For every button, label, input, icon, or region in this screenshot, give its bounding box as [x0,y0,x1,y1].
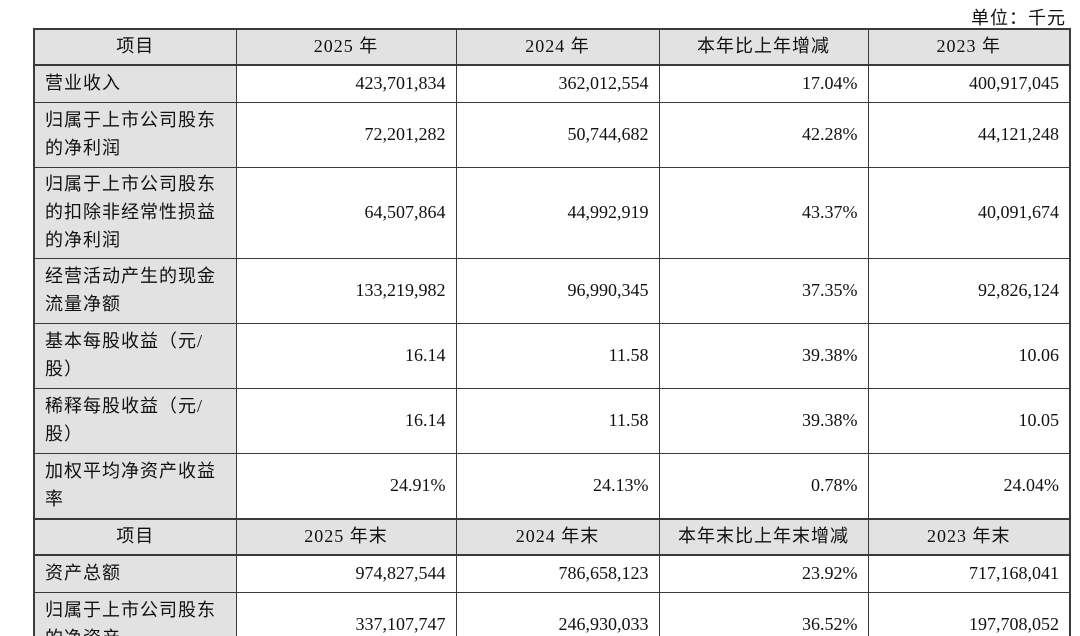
cell-change: 23.92% [658,554,869,593]
cell-2025: 337,107,747 [235,591,457,636]
row-label: 经营活动产生的现金 流量净额 [33,257,237,324]
cell-2025: 974,827,544 [235,554,457,593]
cell-change: 42.28% [658,102,869,168]
header-cell-2024-end: 2024 年末 [455,517,660,556]
cell-2024: 11.58 [455,322,660,389]
table-row-net-assets: 归属于上市公司股东 的净资产 337,107,747 246,930,033 3… [33,591,1071,636]
financial-summary-table: 项目 2025 年 2024 年 本年比上年增减 2023 年 营业收入 423… [33,28,1071,636]
cell-2024: 24.13% [455,452,660,520]
table-header-row-annual: 项目 2025 年 2024 年 本年比上年增减 2023 年 [33,28,1071,66]
row-label: 加权平均净资产收益 率 [33,452,237,520]
cell-change: 37.35% [658,257,869,324]
cell-change: 17.04% [658,64,869,103]
cell-2023: 717,168,041 [867,554,1071,593]
cell-2025: 72,201,282 [235,102,457,168]
header-cell-item: 项目 [33,517,237,556]
header-cell-item: 项目 [33,28,237,66]
table-row-operating-cash-flow: 经营活动产生的现金 流量净额 133,219,982 96,990,345 37… [33,257,1071,324]
cell-2024: 362,012,554 [455,64,660,103]
cell-2025: 423,701,834 [235,64,457,103]
cell-2023: 24.04% [867,452,1071,520]
cell-2023: 400,917,045 [867,64,1071,103]
table-row-revenue: 营业收入 423,701,834 362,012,554 17.04% 400,… [33,64,1071,103]
cell-2024: 786,658,123 [455,554,660,593]
table-row-basic-eps: 基本每股收益（元/ 股） 16.14 11.58 39.38% 10.06 [33,322,1071,389]
header-cell-2023: 2023 年 [867,28,1071,66]
row-label: 归属于上市公司股东 的净资产 [33,591,237,636]
header-cell-change-end: 本年末比上年末增减 [658,517,869,556]
cell-2023: 197,708,052 [867,591,1071,636]
cell-2025: 24.91% [235,452,457,520]
cell-2023: 10.06 [867,322,1071,389]
table-row-diluted-eps: 稀释每股收益（元/ 股） 16.14 11.58 39.38% 10.05 [33,387,1071,454]
row-label: 归属于上市公司股东 的净利润 [33,102,237,168]
cell-2025: 64,507,864 [235,167,457,259]
table-row-weighted-avg-roe: 加权平均净资产收益 率 24.91% 24.13% 0.78% 24.04% [33,452,1071,520]
header-cell-change: 本年比上年增减 [658,28,869,66]
cell-2024: 44,992,919 [455,167,660,259]
cell-change: 39.38% [658,322,869,389]
table-header-row-yearend: 项目 2025 年末 2024 年末 本年末比上年末增减 2023 年末 [33,517,1071,556]
row-label: 资产总额 [33,554,237,593]
cell-2025: 16.14 [235,387,457,454]
header-cell-2025-end: 2025 年末 [235,517,457,556]
row-label: 营业收入 [33,64,237,103]
cell-change: 36.52% [658,591,869,636]
table-row-total-assets: 资产总额 974,827,544 786,658,123 23.92% 717,… [33,554,1071,593]
cell-2023: 92,826,124 [867,257,1071,324]
cell-2024: 96,990,345 [455,257,660,324]
cell-2024: 246,930,033 [455,591,660,636]
cell-2025: 16.14 [235,322,457,389]
table-row-net-profit: 归属于上市公司股东 的净利润 72,201,282 50,744,682 42.… [33,102,1071,168]
cell-change: 43.37% [658,167,869,259]
header-cell-2024: 2024 年 [455,28,660,66]
cell-2023: 10.05 [867,387,1071,454]
row-label: 稀释每股收益（元/ 股） [33,387,237,454]
cell-2023: 44,121,248 [867,102,1071,168]
table-row-net-profit-excl-nonrecurring: 归属于上市公司股东 的扣除非经常性损益 的净利润 64,507,864 44,9… [33,167,1071,259]
header-cell-2023-end: 2023 年末 [867,517,1071,556]
cell-change: 39.38% [658,387,869,454]
unit-label: 单位：千元 [971,8,1066,28]
cell-2024: 50,744,682 [455,102,660,168]
cell-2023: 40,091,674 [867,167,1071,259]
header-cell-2025: 2025 年 [235,28,457,66]
row-label: 归属于上市公司股东 的扣除非经常性损益 的净利润 [33,167,237,259]
row-label: 基本每股收益（元/ 股） [33,322,237,389]
cell-2025: 133,219,982 [235,257,457,324]
cell-2024: 11.58 [455,387,660,454]
cell-change: 0.78% [658,452,869,520]
